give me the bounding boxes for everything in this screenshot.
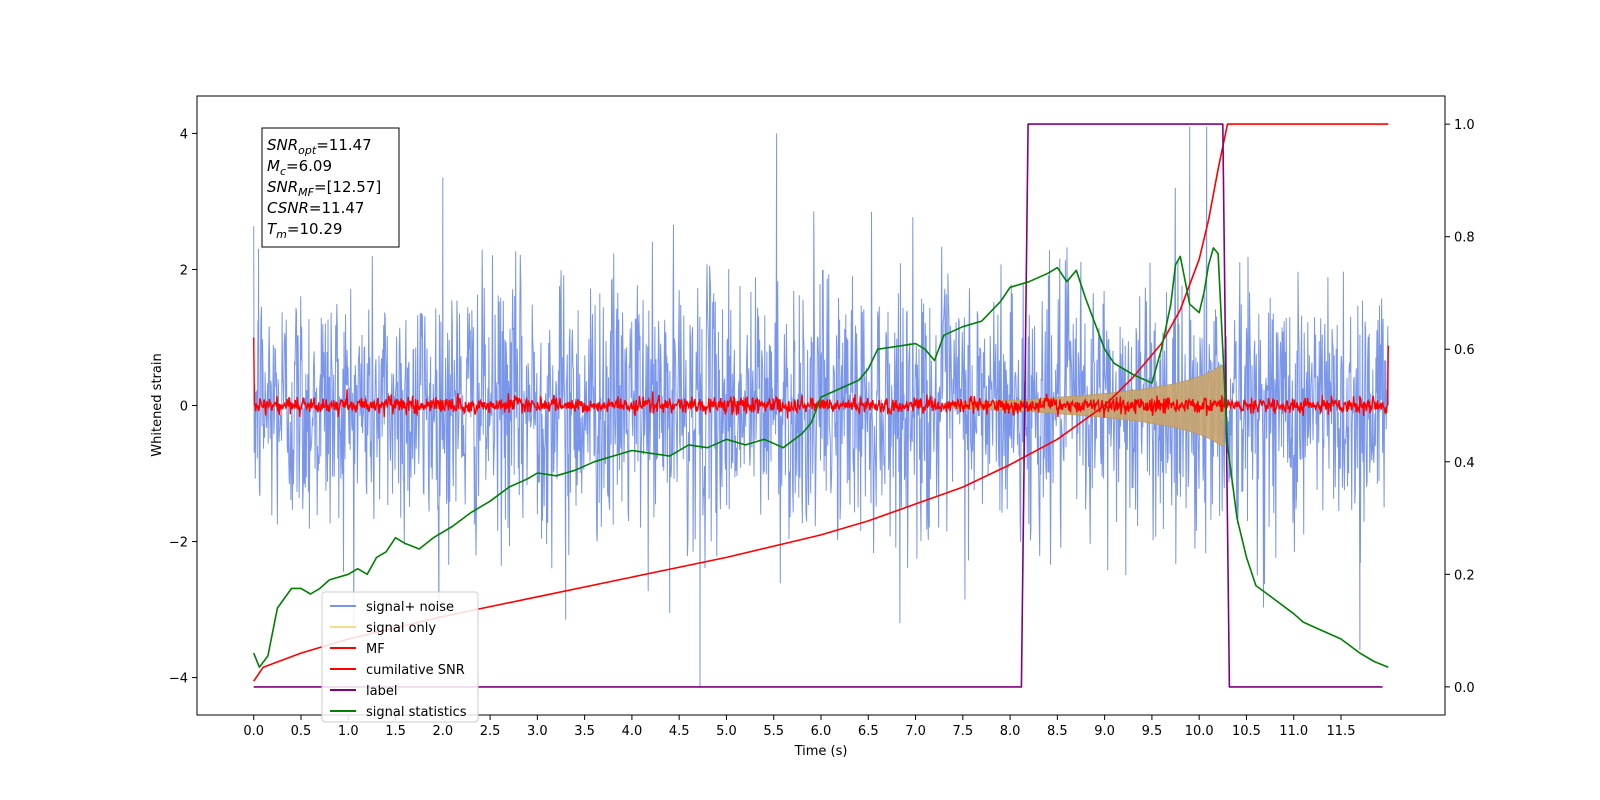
series-signal-statistics xyxy=(252,247,1389,669)
x-tick-label: 6.5 xyxy=(858,724,879,739)
x-tick-label: 2.5 xyxy=(480,724,501,739)
x-axis: 0.0 0.5 1.0 1.5 2.0 2.5 3.0 3.5 4.0 4.5 5.0 5.5 6.0 6… xyxy=(243,715,1355,739)
y-right-tick-label: 0.2 xyxy=(1454,568,1475,583)
x-tick-label: 4.0 xyxy=(622,724,643,739)
y-left-tick-label: 0 xyxy=(180,400,188,415)
annotation-line: Tm=10.29 xyxy=(267,220,342,241)
x-tick-label: 9.0 xyxy=(1094,724,1115,739)
annotation-line: SNRMF=[12.57] xyxy=(267,178,381,199)
x-tick-label: 7.0 xyxy=(905,724,926,739)
legend-entry: signal+ noise xyxy=(366,600,454,615)
y-right-tick-label: 1.0 xyxy=(1454,118,1475,133)
legend-entry: signal statistics xyxy=(366,705,467,720)
legend-entry: label xyxy=(366,684,397,699)
y-axis-right: 0.0 0.2 0.4 0.6 0.8 1.0 xyxy=(1445,118,1475,696)
x-tick-label: 7.5 xyxy=(952,724,973,739)
y-left-tick-label: −4 xyxy=(169,672,188,687)
y-left-tick-label: 4 xyxy=(180,127,188,142)
x-tick-label: 2.0 xyxy=(432,724,453,739)
x-tick-label: 9.5 xyxy=(1142,724,1163,739)
x-tick-label: 5.0 xyxy=(716,724,737,739)
x-tick-label: 3.0 xyxy=(527,724,548,739)
x-tick-label: 1.5 xyxy=(385,724,406,739)
x-tick-label: 10.0 xyxy=(1185,724,1214,739)
y-right-tick-label: 0.4 xyxy=(1454,456,1475,471)
x-tick-label: 4.5 xyxy=(669,724,690,739)
x-tick-label: 3.5 xyxy=(574,724,595,739)
x-tick-label: 1.0 xyxy=(338,724,359,739)
x-tick-label: 6.0 xyxy=(811,724,832,739)
legend-entry: cumilative SNR xyxy=(366,663,465,678)
series-label xyxy=(253,123,1383,688)
x-tick-label: 0.5 xyxy=(291,724,312,739)
legend-entry: MF xyxy=(366,642,385,657)
x-tick-label: 5.5 xyxy=(763,724,784,739)
x-tick-label: 10.5 xyxy=(1232,724,1261,739)
y-right-tick-label: 0.6 xyxy=(1454,343,1475,358)
x-tick-label: 11.5 xyxy=(1327,724,1356,739)
y-axis-left: −4 −2 0 2 4 xyxy=(169,127,197,687)
x-tick-label: 0.0 xyxy=(243,724,264,739)
y-left-tick-label: 2 xyxy=(180,263,188,278)
y-right-tick-label: 0.8 xyxy=(1454,231,1475,246)
x-tick-label: 11.0 xyxy=(1279,724,1308,739)
annotation-box: SNRopt=11.47Mc=6.09SNRMF=[12.57]CSNR=11.… xyxy=(261,127,400,248)
legend-entry: signal only xyxy=(366,621,436,636)
y-left-tick-label: −2 xyxy=(169,536,188,551)
annotation-line: SNRopt=11.47 xyxy=(267,136,372,157)
series-mf xyxy=(253,337,1390,419)
y-right-tick-label: 0.0 xyxy=(1454,681,1475,696)
annotation-line: Mc=6.09 xyxy=(267,157,332,178)
x-tick-label: 8.0 xyxy=(1000,724,1021,739)
x-axis-label: Time (s) xyxy=(794,744,848,759)
y-axis-label-left: Whitened strain xyxy=(150,353,165,456)
x-tick-label: 8.5 xyxy=(1047,724,1068,739)
annotation-line: CSNR=11.47 xyxy=(267,199,364,217)
legend: signal+ noise signal only MF cumilative SNR… xyxy=(321,591,479,723)
